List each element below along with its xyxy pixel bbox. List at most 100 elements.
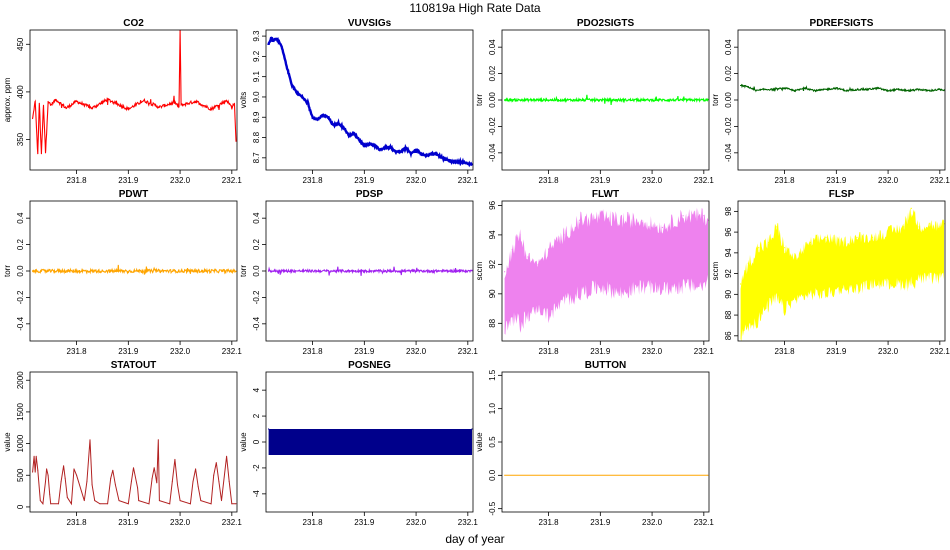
y-tick-label: 92 [488, 259, 497, 268]
y-tick-label: 4 [252, 387, 261, 392]
y-tick-label: 0.4 [16, 212, 25, 224]
x-tick-label: 232.1 [458, 518, 479, 527]
data-point [49, 493, 51, 495]
data-point [471, 270, 473, 272]
series-line [740, 83, 945, 93]
data-point [527, 256, 529, 258]
panel-posneg: POSNEG 231.8 231.9 232.0 232.1 -4 -2 0 2 4 value [239, 360, 478, 527]
y-tick-label: -0.4 [252, 316, 261, 330]
data-point [887, 231, 889, 233]
data-point [231, 106, 233, 108]
panel-vuvsigs: VUVSIGs 231.8 231.9 232.0 232.1 8.7 8.8 8.9 9.0 9… [239, 18, 478, 185]
y-tick-label: 400 [16, 85, 25, 99]
x-tick-label: 231.9 [354, 176, 375, 185]
panel-title: VUVSIGs [348, 18, 392, 29]
data-point [47, 100, 49, 102]
x-tick-label: 232.1 [222, 176, 243, 185]
data-point [457, 161, 458, 163]
data-point [192, 481, 194, 483]
x-tick-label: 231.8 [303, 347, 324, 356]
panel-title: PDO2SIGTS [577, 18, 635, 29]
y-axis-label: approx. ppm [3, 77, 12, 122]
data-point [504, 474, 506, 476]
plot-frame [29, 29, 238, 171]
plot-area [32, 264, 237, 275]
y-tick-label: 0.2 [252, 238, 261, 250]
y-tick-label: 8.9 [252, 111, 261, 123]
y-tick-label: 0.04 [724, 39, 733, 55]
data-point [825, 88, 827, 90]
data-point [286, 66, 288, 67]
data-point [235, 503, 237, 505]
plot-frame [501, 200, 710, 342]
data-point [579, 219, 581, 221]
data-point [231, 503, 233, 505]
x-tick-label: 231.9 [826, 176, 847, 185]
data-point [180, 104, 182, 106]
data-point [939, 226, 941, 228]
y-tick-label: 0 [252, 439, 261, 444]
data-point [34, 471, 36, 473]
data-point [563, 234, 565, 236]
plot-area [32, 439, 237, 506]
data-point [127, 503, 129, 505]
data-point [835, 87, 837, 89]
data-point [410, 153, 412, 155]
data-point [755, 90, 757, 92]
panel-title: STATOUT [111, 360, 157, 371]
y-tick-label: -0.04 [488, 143, 497, 162]
data-point [32, 118, 34, 120]
y-tick-label: 8.7 [252, 152, 261, 164]
data-point [195, 468, 197, 470]
y-tick-label: 0.0 [16, 265, 25, 277]
data-point [43, 104, 44, 106]
data-point [270, 37, 272, 39]
plot-area [504, 207, 709, 335]
data-point [268, 270, 270, 272]
data-point [174, 101, 176, 103]
y-axis-label: torr [3, 265, 12, 277]
x-tick-label: 232.0 [878, 347, 899, 356]
data-point [537, 263, 539, 265]
data-point [50, 104, 52, 106]
data-point [573, 99, 575, 101]
x-tick-label: 232.0 [170, 176, 191, 185]
data-point [91, 484, 93, 486]
x-tick-label: 231.8 [303, 176, 324, 185]
series-band [268, 429, 472, 455]
data-point [312, 116, 314, 118]
data-point [918, 226, 920, 228]
y-tick-label: 0.04 [488, 39, 497, 55]
data-point [273, 39, 275, 41]
panel-pdrefsigts: PDREFSIGTS 231.8 231.9 232.0 232.1 -0.04 -0.02… [711, 18, 950, 185]
data-point [446, 159, 448, 161]
data-point [441, 157, 443, 159]
x-tick-label: 231.8 [539, 347, 560, 356]
data-point [908, 90, 910, 92]
x-tick-label: 231.8 [775, 176, 796, 185]
data-point [646, 99, 648, 101]
data-point [32, 270, 34, 272]
x-tick-label: 231.9 [118, 518, 139, 527]
y-tick-label: 0.02 [488, 65, 497, 81]
x-tick-label: 232.0 [642, 176, 663, 185]
data-point [794, 257, 796, 259]
data-point [504, 271, 506, 273]
data-point [177, 484, 178, 486]
y-tick-label: -0.04 [724, 143, 733, 162]
panel-title: PDWT [119, 189, 148, 200]
data-point [866, 88, 868, 90]
data-point [887, 90, 889, 92]
x-tick-label: 231.9 [354, 347, 375, 356]
data-point [143, 100, 145, 101]
x-tick-label: 231.9 [826, 347, 847, 356]
data-point [511, 249, 513, 251]
y-axis-label: torr [239, 265, 248, 277]
series-band [740, 207, 944, 341]
y-tick-label: -0.02 [488, 117, 497, 136]
panel-pdwt: PDWT 231.8 231.9 232.0 232.1 -0.4 -0.2 0.0 0.2 0.… [3, 189, 242, 356]
data-point [174, 458, 176, 460]
data-point [151, 477, 153, 479]
series-line [32, 264, 237, 275]
